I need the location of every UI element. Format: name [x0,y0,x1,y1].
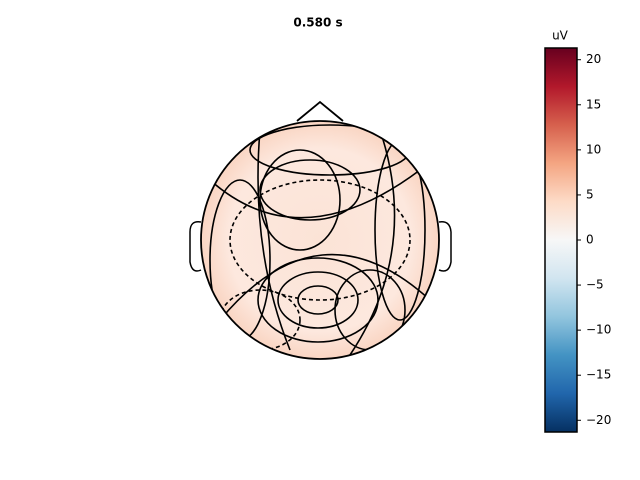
tick-label: 0 [586,233,594,247]
tick-label: 20 [586,52,601,66]
tick-label: 15 [586,97,601,111]
tick-label: 10 [586,142,601,156]
colorbar-label: uV [552,29,569,43]
chart-title: 0.580 s [293,16,342,30]
tick-label: −15 [586,368,611,382]
head [189,100,452,360]
tick-label: 5 [586,187,594,201]
tick-label: −20 [586,413,611,427]
colorbar [544,47,578,433]
tick-label: −5 [586,278,604,292]
tick-label: −10 [586,323,611,337]
